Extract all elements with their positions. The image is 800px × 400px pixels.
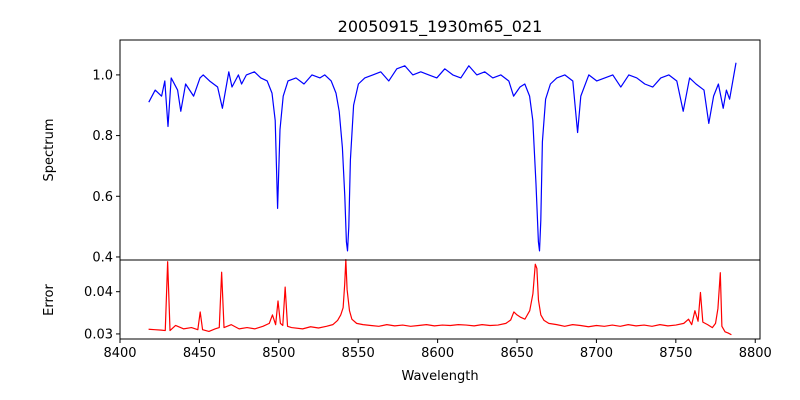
x-tick-label: 8650: [500, 346, 533, 361]
series-line-0-0: [148, 62, 737, 252]
y-tick-label: 0.04: [84, 285, 113, 300]
spectrum-y-label: Spectrum: [42, 119, 57, 182]
y-tick-label: 0.4: [92, 250, 113, 265]
axes-frame: [119, 259, 761, 340]
y-tick-label: 0.8: [92, 129, 113, 144]
x-tick-label: 8550: [342, 346, 375, 361]
chart-title: 20050915_1930m65_021: [338, 17, 543, 37]
series-line-1-0: [148, 258, 732, 336]
y-tick-label: 0.03: [84, 327, 113, 342]
x-tick-label: 8400: [103, 346, 136, 361]
x-tick-label: 8750: [659, 346, 692, 361]
spectrum-panel: 0.4 0.6 0.8 1.0: [92, 39, 761, 265]
y-tick-label: 0.6: [92, 190, 113, 205]
x-axis-label: Wavelength: [401, 369, 478, 384]
error-panel: 0.03 0.04 8400 8450 8500 8550 8600 8650 8700 8750…: [84, 258, 772, 361]
x-tick-label: 8500: [262, 346, 295, 361]
x-tick-label: 8800: [739, 346, 772, 361]
x-tick-label: 8700: [580, 346, 613, 361]
x-tick-label: 8450: [183, 346, 216, 361]
x-tick-label: 8600: [421, 346, 454, 361]
error-y-label: Error: [42, 284, 57, 316]
axes-frame: [119, 39, 761, 261]
y-tick-label: 1.0: [92, 68, 113, 83]
